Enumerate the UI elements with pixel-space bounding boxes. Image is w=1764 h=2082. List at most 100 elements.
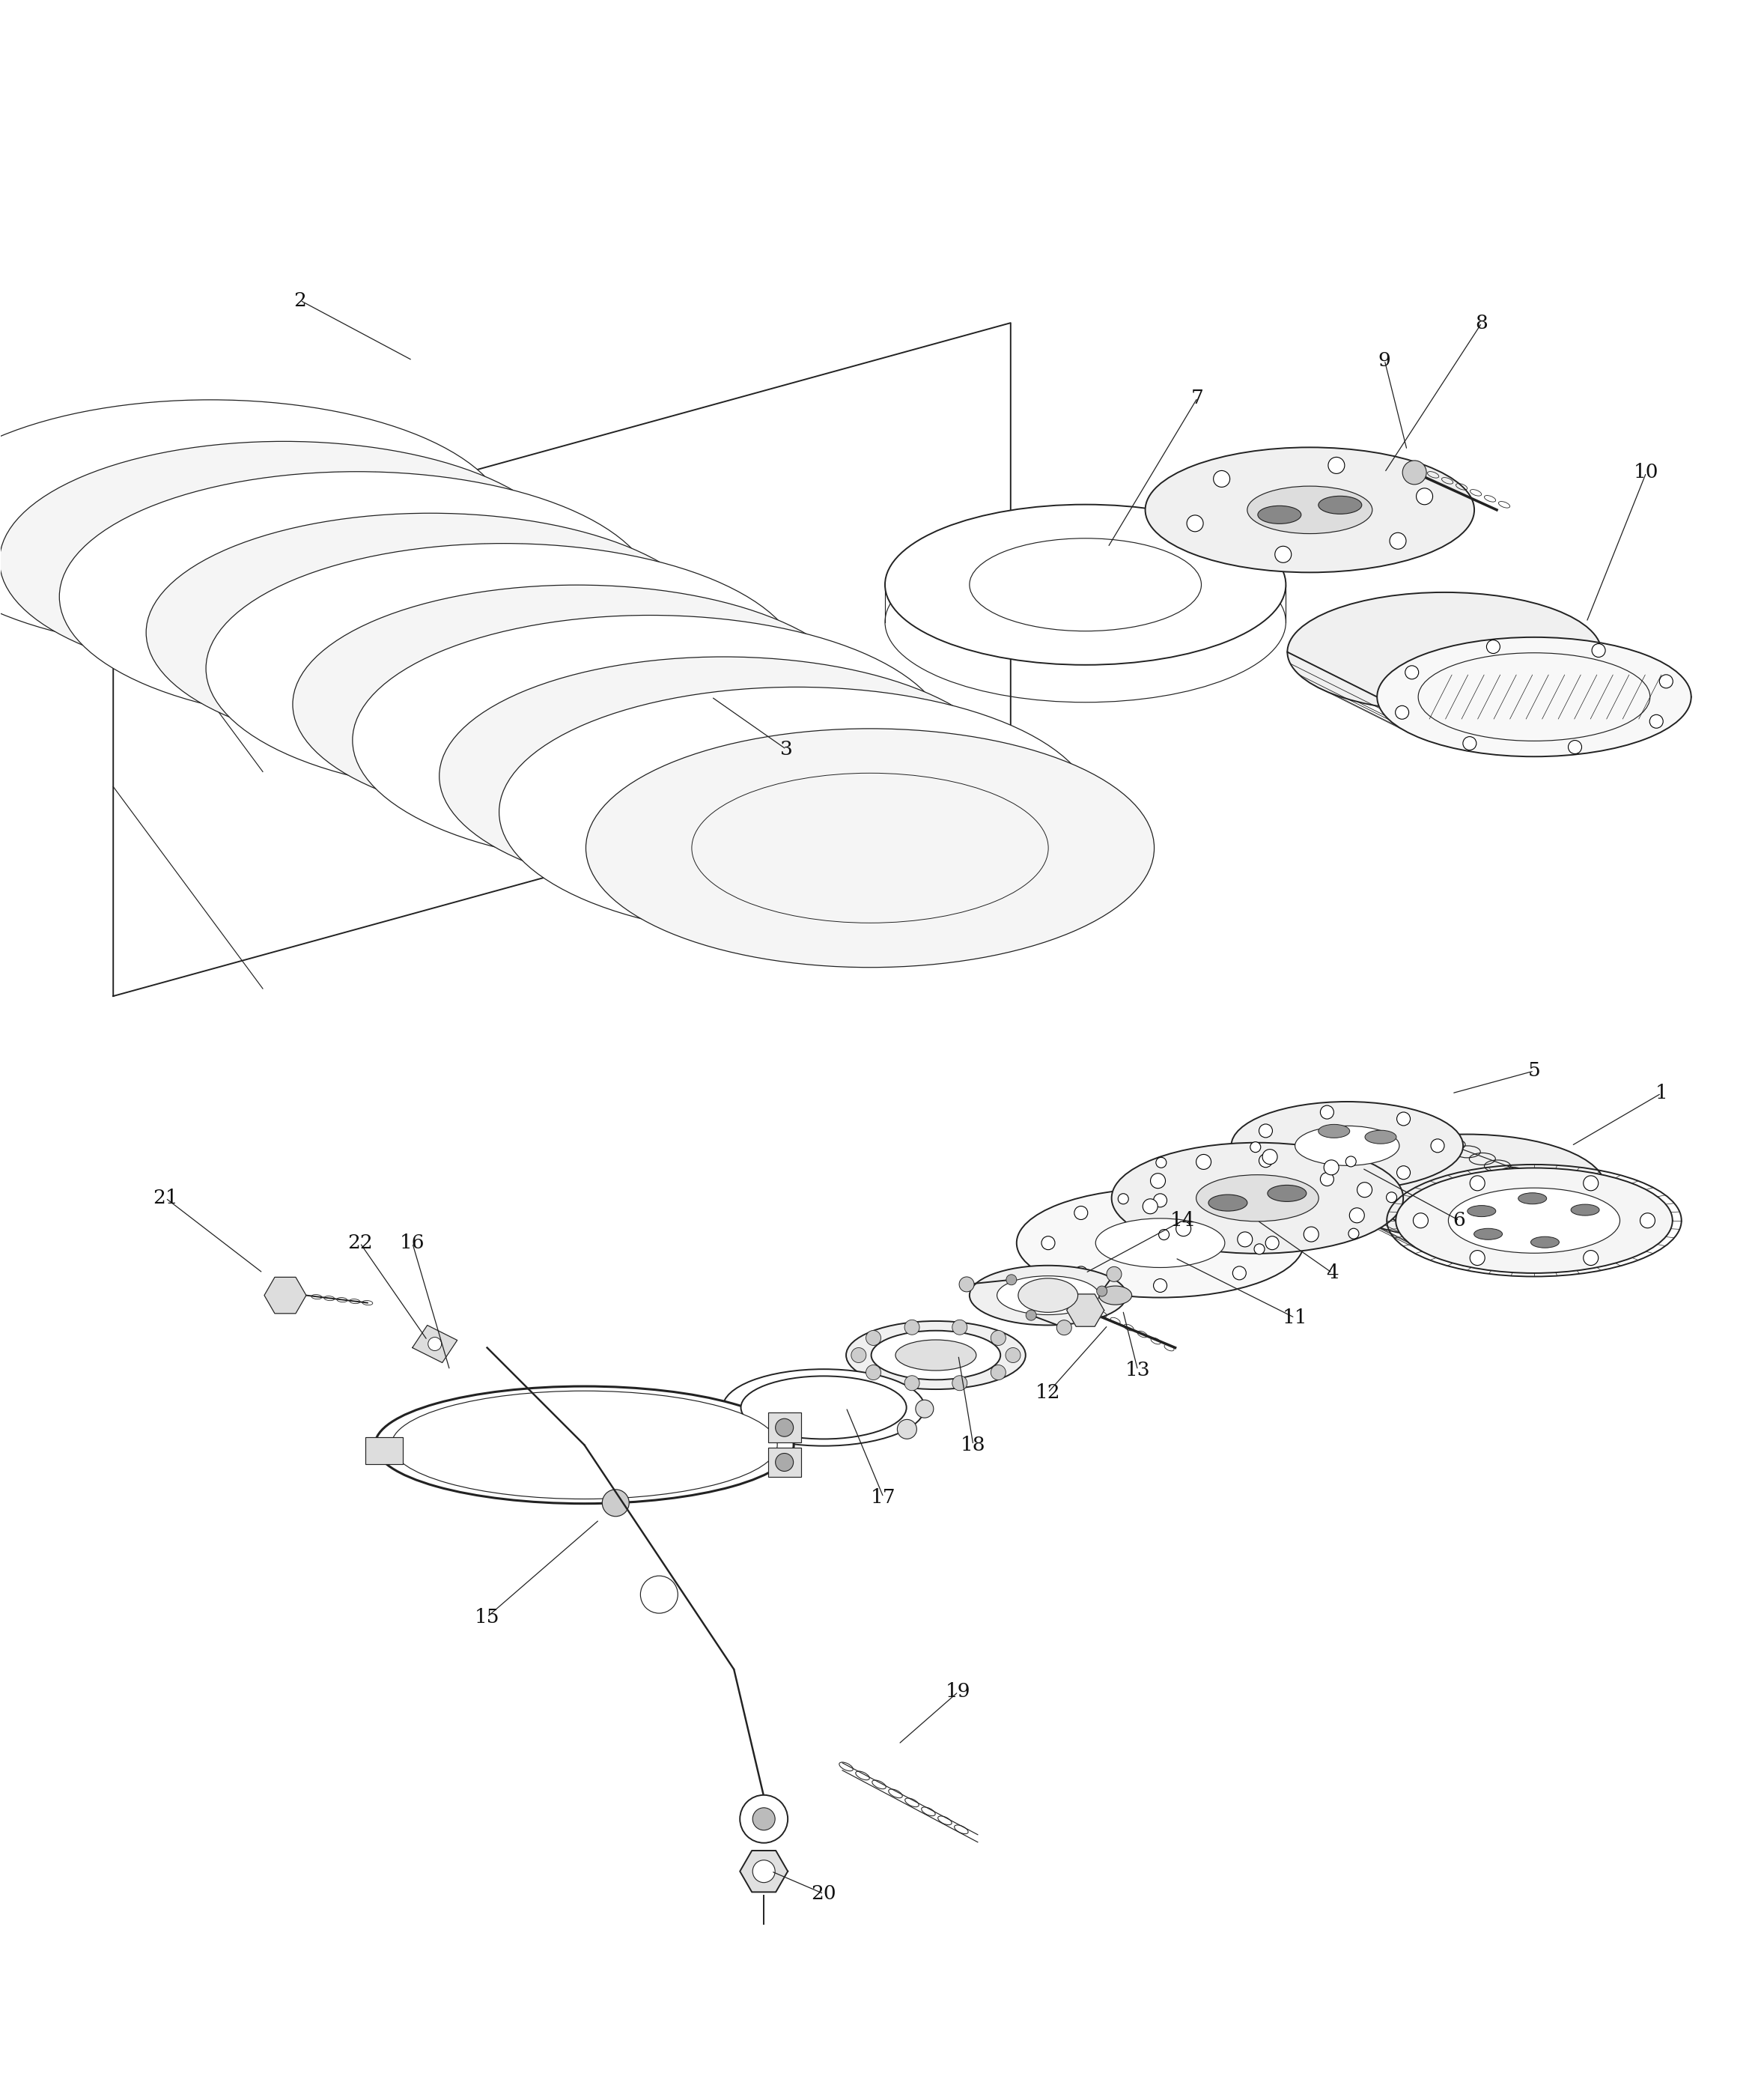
Circle shape xyxy=(1177,1222,1191,1237)
Ellipse shape xyxy=(60,473,654,722)
Ellipse shape xyxy=(1365,1131,1397,1143)
Circle shape xyxy=(1254,1243,1265,1253)
Circle shape xyxy=(1005,1274,1016,1285)
Ellipse shape xyxy=(1531,1237,1559,1247)
Ellipse shape xyxy=(723,1370,924,1445)
Ellipse shape xyxy=(1572,1203,1600,1216)
Circle shape xyxy=(953,1320,967,1335)
Circle shape xyxy=(1584,1251,1598,1266)
Circle shape xyxy=(1469,1251,1485,1266)
Circle shape xyxy=(916,1399,933,1418)
Ellipse shape xyxy=(192,527,522,666)
Polygon shape xyxy=(265,1276,307,1314)
Ellipse shape xyxy=(896,1341,975,1370)
Ellipse shape xyxy=(997,1276,1099,1314)
Ellipse shape xyxy=(206,543,801,793)
Ellipse shape xyxy=(106,485,462,635)
Text: 22: 22 xyxy=(348,1235,372,1253)
Circle shape xyxy=(1106,1266,1122,1283)
Text: 1: 1 xyxy=(1655,1085,1667,1103)
Text: 20: 20 xyxy=(811,1884,836,1903)
Circle shape xyxy=(1304,1226,1319,1241)
Circle shape xyxy=(1074,1205,1088,1220)
Circle shape xyxy=(1118,1193,1129,1203)
Circle shape xyxy=(1265,1237,1279,1249)
Circle shape xyxy=(1348,1228,1358,1239)
Ellipse shape xyxy=(1099,1287,1132,1305)
Circle shape xyxy=(1641,1214,1655,1228)
Circle shape xyxy=(866,1366,880,1380)
Circle shape xyxy=(1413,1214,1429,1228)
Polygon shape xyxy=(1067,1295,1104,1326)
Text: 6: 6 xyxy=(1454,1212,1466,1230)
Circle shape xyxy=(1568,741,1582,754)
Circle shape xyxy=(1487,639,1499,654)
Ellipse shape xyxy=(439,656,1007,895)
Circle shape xyxy=(953,1376,967,1391)
Circle shape xyxy=(1390,533,1406,550)
Circle shape xyxy=(905,1376,919,1391)
Circle shape xyxy=(1325,1160,1339,1174)
Ellipse shape xyxy=(392,1391,778,1499)
Ellipse shape xyxy=(970,539,1201,631)
Circle shape xyxy=(1402,460,1427,485)
Text: 7: 7 xyxy=(1191,389,1203,408)
Text: 10: 10 xyxy=(1633,462,1658,481)
Polygon shape xyxy=(739,1851,789,1893)
Circle shape xyxy=(1251,1141,1261,1151)
Ellipse shape xyxy=(499,687,1094,937)
Text: 9: 9 xyxy=(1378,352,1390,371)
Text: 19: 19 xyxy=(946,1682,970,1701)
Circle shape xyxy=(1357,1183,1372,1197)
Text: 15: 15 xyxy=(475,1607,499,1626)
Circle shape xyxy=(866,1330,880,1345)
Text: 21: 21 xyxy=(153,1189,178,1208)
Ellipse shape xyxy=(46,456,376,593)
Circle shape xyxy=(1187,514,1203,531)
Circle shape xyxy=(640,1576,677,1614)
Circle shape xyxy=(1584,1176,1598,1191)
Circle shape xyxy=(1319,1106,1334,1118)
Circle shape xyxy=(1150,1174,1166,1189)
Circle shape xyxy=(1649,714,1663,729)
Ellipse shape xyxy=(0,400,508,650)
Circle shape xyxy=(753,1807,774,1830)
Circle shape xyxy=(1591,643,1605,658)
Circle shape xyxy=(602,1489,630,1516)
Ellipse shape xyxy=(1018,1278,1078,1312)
Circle shape xyxy=(1154,1193,1168,1208)
Circle shape xyxy=(1233,1266,1245,1280)
Circle shape xyxy=(1041,1237,1055,1249)
Ellipse shape xyxy=(1418,654,1649,741)
Ellipse shape xyxy=(376,1387,794,1503)
Ellipse shape xyxy=(632,743,961,881)
Circle shape xyxy=(1259,1153,1272,1168)
Circle shape xyxy=(1346,1156,1357,1166)
Text: 14: 14 xyxy=(1170,1212,1196,1230)
Circle shape xyxy=(1462,737,1476,750)
Ellipse shape xyxy=(1395,1168,1672,1272)
Circle shape xyxy=(1233,1205,1245,1220)
Bar xyxy=(365,1437,402,1464)
Ellipse shape xyxy=(353,616,947,866)
Ellipse shape xyxy=(146,512,714,752)
Ellipse shape xyxy=(485,670,815,810)
Circle shape xyxy=(1328,458,1344,473)
Circle shape xyxy=(960,1276,974,1291)
Circle shape xyxy=(1263,1149,1277,1164)
Ellipse shape xyxy=(1196,1174,1319,1222)
Text: 16: 16 xyxy=(400,1235,425,1253)
Polygon shape xyxy=(413,1326,457,1362)
Circle shape xyxy=(1406,666,1418,679)
Ellipse shape xyxy=(293,585,861,824)
Text: 18: 18 xyxy=(961,1437,986,1455)
Circle shape xyxy=(905,1320,919,1335)
Text: 2: 2 xyxy=(295,291,307,310)
Text: 12: 12 xyxy=(1035,1382,1060,1401)
Ellipse shape xyxy=(1145,448,1475,573)
Ellipse shape xyxy=(970,1266,1127,1324)
Text: 8: 8 xyxy=(1475,314,1489,333)
Circle shape xyxy=(1027,1310,1037,1320)
Ellipse shape xyxy=(1328,1135,1605,1239)
Ellipse shape xyxy=(399,629,755,779)
